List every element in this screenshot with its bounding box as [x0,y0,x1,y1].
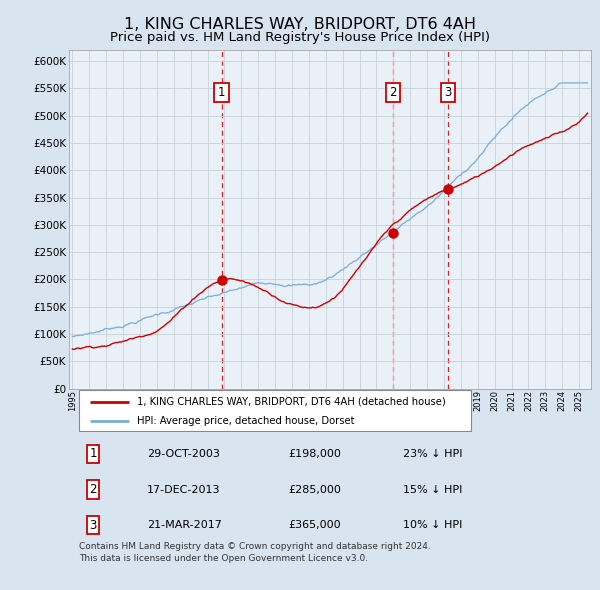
FancyBboxPatch shape [79,391,471,431]
Text: 2: 2 [389,86,397,99]
Text: 15% ↓ HPI: 15% ↓ HPI [403,484,463,494]
Text: HPI: Average price, detached house, Dorset: HPI: Average price, detached house, Dors… [137,417,355,427]
Text: £365,000: £365,000 [288,520,341,530]
Text: 29-OCT-2003: 29-OCT-2003 [148,449,220,459]
Text: 10% ↓ HPI: 10% ↓ HPI [403,520,463,530]
Text: Price paid vs. HM Land Registry's House Price Index (HPI): Price paid vs. HM Land Registry's House … [110,31,490,44]
Text: Contains HM Land Registry data © Crown copyright and database right 2024.
This d: Contains HM Land Registry data © Crown c… [79,542,431,563]
Text: 2: 2 [89,483,97,496]
Text: 3: 3 [89,519,97,532]
Text: 23% ↓ HPI: 23% ↓ HPI [403,449,463,459]
Text: 17-DEC-2013: 17-DEC-2013 [148,484,221,494]
Text: 1, KING CHARLES WAY, BRIDPORT, DT6 4AH (detached house): 1, KING CHARLES WAY, BRIDPORT, DT6 4AH (… [137,396,446,407]
Text: 1, KING CHARLES WAY, BRIDPORT, DT6 4AH: 1, KING CHARLES WAY, BRIDPORT, DT6 4AH [124,17,476,31]
Text: 3: 3 [444,86,451,99]
Text: £285,000: £285,000 [288,484,341,494]
Text: 1: 1 [218,86,225,99]
Text: 1: 1 [89,447,97,460]
Text: £198,000: £198,000 [288,449,341,459]
Text: 21-MAR-2017: 21-MAR-2017 [148,520,222,530]
